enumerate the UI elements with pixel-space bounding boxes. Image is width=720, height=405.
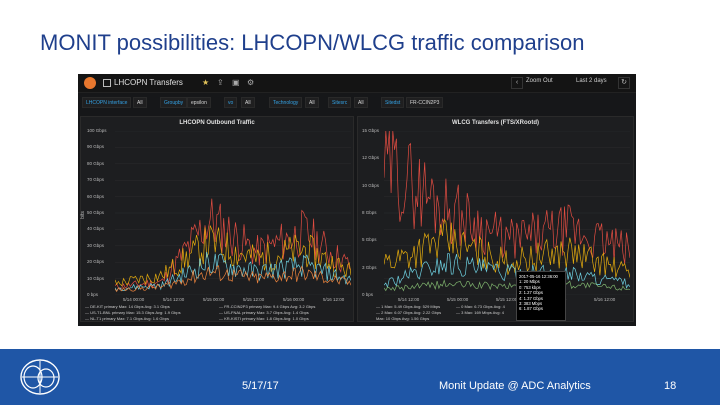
series-line-nl-t1-primary[interactable] xyxy=(115,265,351,293)
y-tick-label: 10 Gbps xyxy=(362,182,380,188)
legend-item[interactable]: — 0 Max: 6.73 Gbps Avg: 4 xyxy=(456,304,505,309)
var-label-sitesrc: Sitesrc xyxy=(328,97,352,108)
y-tick-label: 70 Gbps xyxy=(87,177,105,183)
tooltip-row: 2: 1.27 Gbps xyxy=(519,290,543,296)
x-tick-label: 5/15 12:00 xyxy=(243,297,265,302)
y-tick-label: 90 Gbps xyxy=(87,144,105,150)
star-icon[interactable]: ★ xyxy=(202,78,210,87)
series-line-us-t1-bnl-primary[interactable] xyxy=(115,251,351,292)
lhcopn-outbound-panel: LHCOPN Outbound Traffic bits 100 Gbps 90 … xyxy=(80,116,354,322)
x-tick-label: 5/14 12:00 xyxy=(163,297,185,302)
y-tick-label: 40 Gbps xyxy=(87,226,105,232)
x-tick-label: 5/16 00:00 xyxy=(283,297,305,302)
y-tick-label: 0 bps xyxy=(87,292,99,297)
series-line-0[interactable] xyxy=(384,131,630,264)
var-value-sitedst[interactable]: FR-CCIN2P3 xyxy=(406,97,444,108)
legend-item[interactable]: — US-T1-BNL primary Max: 15.3 Gbps Avg: … xyxy=(85,310,181,315)
y-tick-label: 50 Gbps xyxy=(87,210,105,215)
series-line-fr-ccin2p3-primary[interactable] xyxy=(115,225,351,287)
y-tick-label: 60 Gbps xyxy=(87,193,105,199)
chevron-left-icon[interactable]: ‹ xyxy=(511,77,523,89)
time-range-picker[interactable]: Last 2 days xyxy=(576,78,607,84)
tooltip-row: 0: 753 kbps xyxy=(519,284,541,290)
zoom-out-button[interactable]: Zoom Out xyxy=(526,78,553,84)
dashboard-grid-icon xyxy=(103,79,111,87)
legend-item[interactable]: — NL-T1 primary Max: 7.1 Gbps Avg: 1.6 G… xyxy=(85,316,169,321)
tooltip-row: 4: 1.37 Gbps xyxy=(519,295,543,301)
var-value-groupby[interactable]: epsilon xyxy=(187,97,211,108)
gear-icon[interactable]: ⚙ xyxy=(247,78,255,87)
grafana-logo-icon[interactable] xyxy=(84,77,96,89)
footer-date: 5/17/17 xyxy=(242,380,279,392)
legend-item[interactable]: — KR-KISTI primary Max: 1.8 Gbps Avg: 1.… xyxy=(219,316,309,321)
legend-item[interactable]: — 1 Max: 5.49 Gbps Avg: 529 Mbps xyxy=(376,304,441,309)
x-tick-label: 5/15 00:00 xyxy=(447,297,469,302)
slide-title: MONIT possibilities: LHCOPN/WLCG traffic… xyxy=(40,30,585,55)
x-tick-label: 5/14 12:00 xyxy=(398,297,420,302)
share-icon[interactable]: ⇪ xyxy=(217,78,224,87)
x-tick-label: 5/14 00:00 xyxy=(123,297,145,302)
y-tick-label: 10 Gbps xyxy=(87,275,105,281)
refresh-icon[interactable]: ↻ xyxy=(618,77,630,89)
panel-title[interactable]: WLCG Transfers (FTS/XRootd) xyxy=(452,120,539,126)
tooltip-row: 3: 383 Mbps xyxy=(519,301,543,307)
x-tick-label: 5/16 12:00 xyxy=(594,297,616,302)
cern-logo-icon xyxy=(20,359,60,395)
var-value-vo[interactable]: All xyxy=(241,97,255,108)
grafana-topbar: LHCOPN Transfers ★ ⇪ ▣ ⚙ ‹ Zoom Out Last… xyxy=(78,74,636,93)
wlcg-transfers-panel: WLCG Transfers (FTS/XRootd) 15 Gbps 12 Gb… xyxy=(357,116,634,322)
series-line-2[interactable] xyxy=(384,253,630,289)
y-tick-label: 20 Gbps xyxy=(87,259,105,265)
legend-item[interactable]: — DE-KIT primary Max: 14 Gbps Avg: 3.1 G… xyxy=(85,304,170,309)
tooltip-time: 2017-05-16 12:36:00 xyxy=(519,274,558,279)
grafana-screenshot: LHCOPN Transfers ★ ⇪ ▣ ⚙ ‹ Zoom Out Last… xyxy=(78,74,636,326)
save-icon[interactable]: ▣ xyxy=(232,78,240,87)
y-tick-label: 0 bps xyxy=(362,292,374,297)
y-axis-title: bits xyxy=(79,211,86,219)
footer-center-text: Monit Update @ ADC Analytics xyxy=(439,380,591,392)
y-tick-label: 30 Gbps xyxy=(87,242,105,248)
footer-page-number: 18 xyxy=(664,380,677,392)
panel-title[interactable]: LHCOPN Outbound Traffic xyxy=(179,120,255,126)
y-tick-label: 3 Gbps xyxy=(362,264,377,270)
var-label-vo: vo xyxy=(224,97,238,108)
x-tick-label: 5/15 00:00 xyxy=(203,297,225,302)
var-value-interface[interactable]: All xyxy=(133,97,147,108)
series-line-1[interactable] xyxy=(384,218,630,278)
legend-item[interactable]: Max: 10 Gbps Avg: 1.56 Gbps xyxy=(376,316,430,321)
var-label-interface: LHCOPN interface xyxy=(82,97,132,108)
tooltip-row: 1: 20 Mbps xyxy=(519,279,540,285)
legend-item[interactable]: — US-FNAL primary Max: 3.7 Gbps Avg: 1.4… xyxy=(219,310,309,315)
hover-tooltip: 2017-05-16 12:36:00 1: 20 Mbps 0: 753 kb… xyxy=(516,271,566,321)
var-label-technology: Technology xyxy=(269,97,303,108)
y-tick-label: 80 Gbps xyxy=(87,160,105,166)
var-label-sitedst: Sitedst xyxy=(381,97,405,108)
template-variables-bar: LHCOPN interface All Groupby epsilon vo … xyxy=(78,95,636,111)
var-value-technology[interactable]: All xyxy=(305,97,319,108)
y-tick-label: 100 Gbps xyxy=(87,128,107,133)
var-value-sitesrc[interactable]: All xyxy=(354,97,368,108)
var-label-groupby: Groupby xyxy=(160,97,188,108)
legend-item[interactable]: — 2 Max: 6.07 Gbps Avg: 2.22 Gbps xyxy=(376,310,442,315)
tooltip-row: 6: 1.87 Gbps xyxy=(519,306,543,312)
x-tick-label: 5/16 12:00 xyxy=(323,297,345,302)
y-tick-label: 15 Gbps xyxy=(362,128,380,133)
lhcopn-chart-svg[interactable] xyxy=(115,131,351,295)
series-line-3[interactable] xyxy=(384,279,630,292)
y-tick-label: 5 Gbps xyxy=(362,237,377,243)
y-tick-label: 12 Gbps xyxy=(362,155,380,161)
dashboard-title[interactable]: LHCOPN Transfers xyxy=(114,78,183,87)
slide-footer: 5/17/17 Monit Update @ ADC Analytics 18 xyxy=(0,349,720,405)
y-tick-label: 8 Gbps xyxy=(362,210,377,215)
legend-item[interactable]: — FR-CCIN2P3 primary Max: 9.4 Gbps Avg: … xyxy=(219,304,316,309)
legend-item[interactable]: — 3 Max: 169 Mbps Avg: 4 xyxy=(456,310,504,315)
wlcg-chart-svg[interactable] xyxy=(384,131,630,295)
x-tick-label: 5/15 12:00 xyxy=(496,297,518,302)
